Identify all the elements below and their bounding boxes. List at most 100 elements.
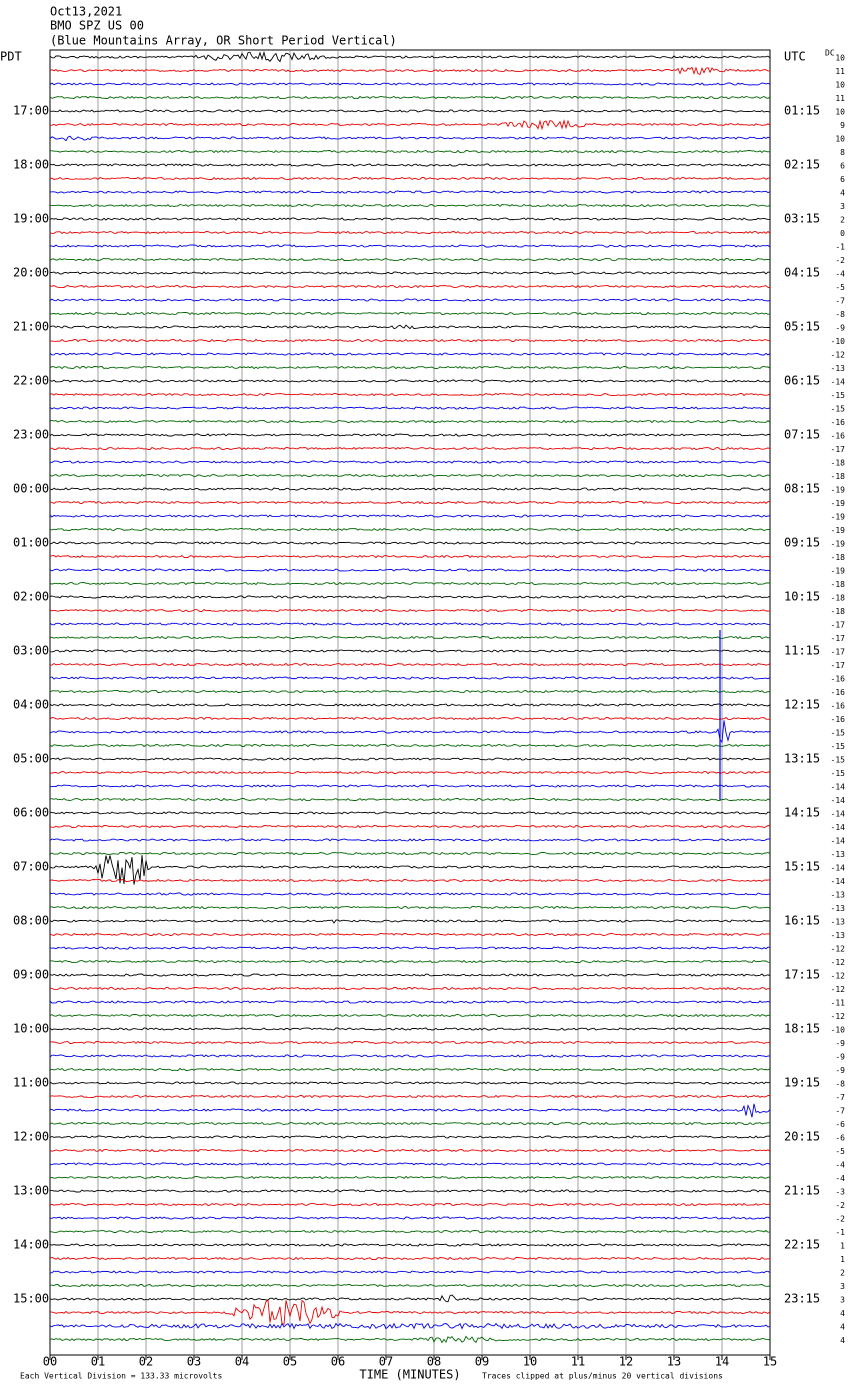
utc-label: 11:15 [784,644,820,658]
dc-value: -6 [835,1134,845,1143]
trace [49,149,771,154]
dc-value: -18 [831,594,846,603]
trace [49,1103,771,1118]
dc-value: -14 [831,378,846,387]
dc-value: -2 [835,256,845,265]
pdt-label: 10:00 [13,1022,49,1036]
dc-value: -18 [831,553,846,562]
dc-value: -12 [831,1012,846,1021]
dc-value: -16 [831,715,846,724]
dc-value: -12 [831,945,846,954]
dc-value: -5 [835,283,845,292]
trace [49,986,771,991]
trace [49,932,771,937]
utc-label: 03:15 [784,212,820,226]
trace [49,284,771,289]
trace [49,622,771,626]
dc-value: -15 [831,742,846,751]
dc-value: -17 [831,661,846,670]
dc-value: -14 [831,877,846,886]
utc-label: 04:15 [784,266,820,280]
trace [49,352,771,356]
dc-value: -14 [831,783,846,792]
trace [49,959,771,964]
trace [49,66,770,76]
x-tick-label: 01 [91,1355,105,1369]
dc-value: -14 [831,864,846,873]
dc-value: 2 [840,1269,845,1278]
x-axis-title: TIME (MINUTES) [359,1368,460,1382]
dc-value: -8 [835,310,845,319]
dc-value: 9 [840,121,845,130]
pdt-label: 21:00 [13,320,49,334]
dc-value: -18 [831,580,846,589]
dc-value: -19 [831,499,846,508]
pdt-label: 15:00 [13,1292,49,1306]
pdt-label: 11:00 [13,1076,49,1090]
dc-value: -9 [835,1066,845,1075]
trace [49,365,771,370]
trace [49,1027,771,1031]
x-tick-label: 04 [235,1355,249,1369]
trace [49,878,771,883]
pdt-label: 13:00 [13,1184,49,1198]
trace [49,1175,771,1180]
trace [49,1270,771,1274]
trace [49,689,771,694]
dc-value: -10 [831,337,846,346]
trace [49,460,771,464]
trace [50,1283,771,1288]
dc-value: -14 [831,837,846,846]
dc-value: -11 [831,999,846,1008]
footer-clip: Traces clipped at plus/minus 20 vertical… [482,1372,723,1381]
dc-value: -12 [831,972,846,981]
utc-label: 08:15 [784,482,820,496]
dc-value: -10 [831,1026,846,1035]
utc-label: 05:15 [784,320,820,334]
trace [49,554,771,559]
dc-value: -19 [831,567,846,576]
dc-value: 11 [835,94,845,103]
dc-value: 3 [840,202,845,211]
utc-label: 10:15 [784,590,820,604]
utc-label: 13:15 [784,752,820,766]
pdt-label: 12:00 [13,1130,49,1144]
pdt-label: 23:00 [13,428,49,442]
trace [49,635,771,640]
x-tick-label: 02 [139,1355,153,1369]
dc-value: 6 [840,162,845,171]
trace [49,1013,771,1018]
trace [49,163,771,167]
x-tick-label: 08 [427,1355,441,1369]
dc-value: -7 [835,1107,845,1116]
trace [49,851,771,856]
trace [49,50,771,63]
dc-value: -9 [835,324,845,333]
description: (Blue Mountains Array, OR Short Period V… [50,34,397,48]
dc-value: -15 [831,391,846,400]
left-axis-title: PDT [0,50,22,64]
dc-value: -2 [835,1201,845,1210]
trace [49,1256,771,1261]
utc-label: 21:15 [784,1184,820,1198]
trace [49,257,771,262]
x-tick-label: 00 [43,1355,57,1369]
trace [49,433,771,437]
x-tick-label: 07 [379,1355,393,1369]
trace [49,1094,771,1099]
utc-label: 23:15 [784,1292,820,1306]
x-tick-label: 05 [283,1355,297,1369]
dc-value: -12 [831,958,846,967]
utc-label: 22:15 [784,1238,820,1252]
trace [49,1000,771,1004]
dc-value: 1 [840,1255,845,1264]
pdt-label: 19:00 [13,212,49,226]
trace [49,608,771,613]
trace [49,797,771,802]
utc-label: 19:15 [784,1076,820,1090]
dc-value: -19 [831,486,846,495]
dc-value: -4 [835,270,845,279]
utc-label: 20:15 [784,1130,820,1144]
dc-value: -16 [831,432,846,441]
pdt-label: 22:00 [13,374,49,388]
